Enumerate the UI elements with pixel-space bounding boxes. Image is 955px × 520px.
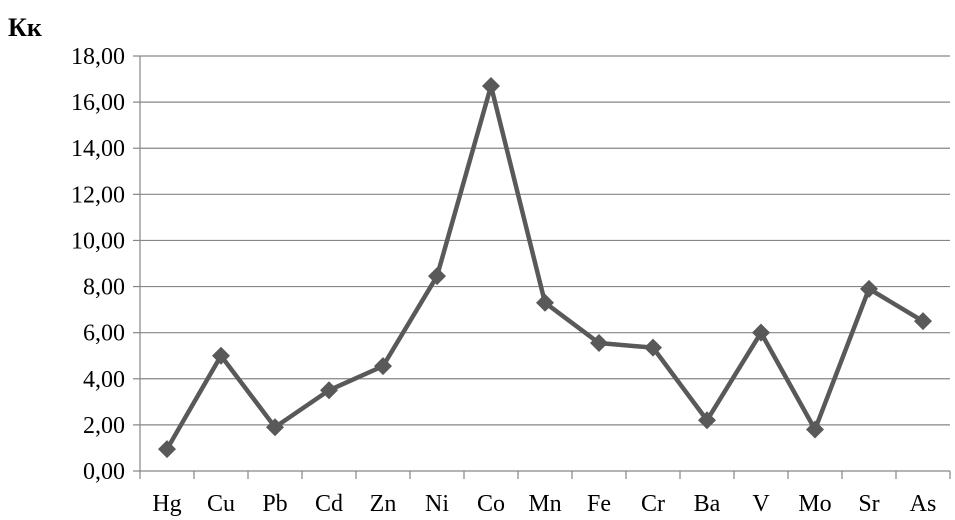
y-tick-label: 6,00 <box>83 321 125 347</box>
x-tick-label: Sr <box>858 491 879 517</box>
x-tick-label: Co <box>477 491 505 517</box>
series-markers <box>158 76 932 459</box>
y-tick-labels: 0,00 2,00 4,00 6,00 8,00 10,00 12,00 14,00 16,00… <box>71 44 125 485</box>
y-tick-label: 10,00 <box>71 228 125 254</box>
data-point-marker <box>914 312 932 331</box>
y-tick-label: 8,00 <box>83 275 125 301</box>
x-tick-label: Ba <box>694 491 721 517</box>
data-point-marker <box>212 346 230 365</box>
data-point-marker <box>482 76 500 95</box>
data-point-marker <box>644 338 662 357</box>
data-point-marker <box>158 440 176 459</box>
series-line <box>164 83 926 452</box>
x-tick-label: Hg <box>152 491 181 517</box>
data-point-marker <box>428 267 446 286</box>
x-tick-label: V <box>752 491 770 517</box>
data-point-marker <box>536 293 554 312</box>
data-point-marker <box>698 411 716 430</box>
x-tick-labels: Hg Cu Pb Cd Zn Ni Co Mn Fe Cr Ba V Mo Sr As <box>152 491 936 517</box>
y-axis-label: Кк <box>8 13 42 42</box>
data-point-marker <box>590 334 608 353</box>
y-tick-label: 0,00 <box>83 459 125 485</box>
x-tick-label: Zn <box>370 491 397 517</box>
data-point-marker <box>752 323 770 342</box>
data-point-marker <box>320 381 338 400</box>
y-tick-label: 12,00 <box>71 182 125 208</box>
data-point-marker <box>374 357 392 376</box>
x-tick-label: As <box>910 491 937 517</box>
data-point-marker <box>860 279 878 298</box>
y-tick-label: 4,00 <box>83 367 125 393</box>
y-tick-label: 16,00 <box>71 90 125 116</box>
x-tick-label: Cd <box>315 491 343 517</box>
x-tick-label: Mn <box>528 491 561 517</box>
x-tick-label: Cu <box>207 491 235 517</box>
x-tick-label: Cr <box>641 491 665 517</box>
data-point-marker <box>266 418 284 437</box>
axes <box>133 55 951 479</box>
x-tick-label: Fe <box>587 491 611 517</box>
x-tick-label: Pb <box>262 491 287 517</box>
x-tick-label: Mo <box>798 491 831 517</box>
x-tick-label: Ni <box>425 491 449 517</box>
y-tick-label: 14,00 <box>71 136 125 162</box>
series-line-path <box>164 83 926 452</box>
gridlines <box>140 55 950 426</box>
data-point-marker <box>806 420 824 439</box>
y-tick-label: 18,00 <box>71 44 125 70</box>
y-tick-label: 2,00 <box>83 413 125 439</box>
